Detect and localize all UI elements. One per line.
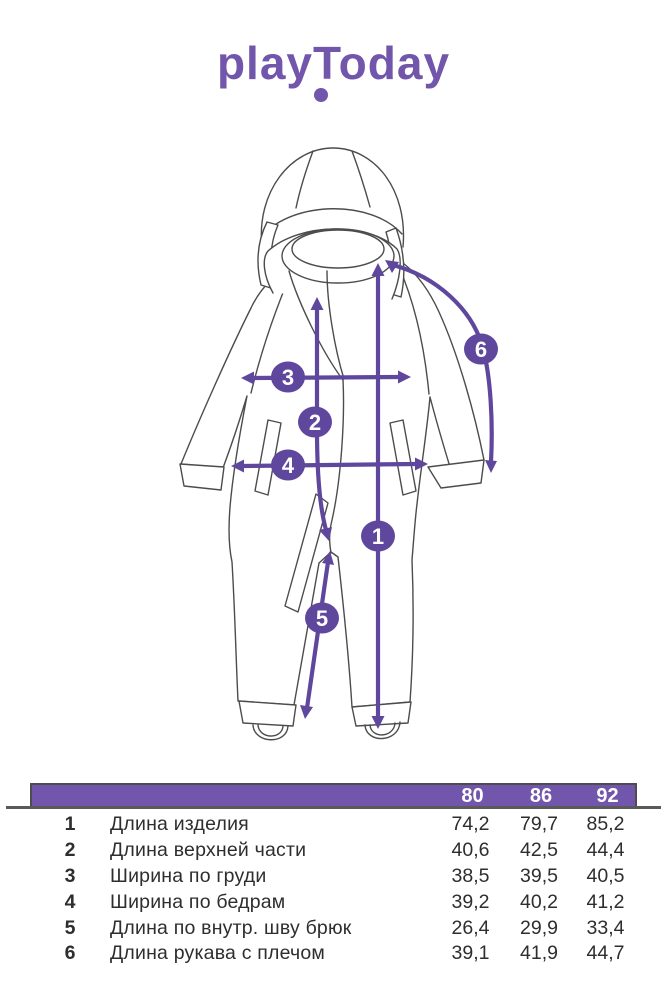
row-number: 2 — [64, 839, 76, 862]
table-row: 4 Ширина по бедрам 39,2 40,2 41,2 — [30, 889, 637, 915]
table-row: 5 Длина по внутр. шву брюк 26,4 29,9 33,… — [30, 915, 637, 941]
row-label: Длина рукава с плечом — [110, 942, 326, 965]
measure-line-4 — [239, 461, 420, 469]
svg-text:1: 1 — [372, 524, 384, 549]
row-value-92: 44,7 — [586, 942, 625, 965]
row-value-92: 40,5 — [586, 864, 625, 887]
measurement-marker-3: 3 — [271, 361, 305, 393]
row-value-92: 85,2 — [586, 813, 625, 836]
size-header-86: 86 — [529, 785, 553, 807]
measurement-annotations: 1 2 3 4 5 6 — [231, 260, 498, 729]
brand-logo-dot — [314, 88, 328, 102]
measurement-marker-5: 5 — [305, 602, 339, 634]
row-value-80: 39,2 — [451, 890, 490, 913]
row-value-92: 33,4 — [586, 916, 625, 939]
row-value-80: 74,2 — [451, 813, 490, 836]
measure-arrowheads — [231, 260, 497, 729]
brand-logo-text: playToday — [216, 37, 451, 89]
svg-text:4: 4 — [282, 453, 295, 478]
row-value-86: 41,9 — [520, 942, 558, 965]
size-table: 80 86 92 1 Длина изделия 74,2 79,7 85,2 … — [6, 783, 661, 967]
row-value-86: 39,5 — [520, 864, 558, 887]
row-label: Ширина по груди — [110, 864, 267, 887]
row-label: Длина верхней части — [110, 839, 307, 862]
row-value-92: 44,4 — [586, 839, 625, 862]
row-value-80: 39,1 — [451, 942, 490, 965]
measurement-marker-4: 4 — [271, 449, 305, 481]
row-value-86: 29,9 — [520, 916, 558, 939]
size-table-header: 80 86 92 — [30, 783, 637, 807]
row-label: Ширина по бедрам — [110, 890, 286, 913]
size-header-80: 80 — [461, 785, 484, 807]
svg-text:2: 2 — [309, 410, 321, 435]
row-value-86: 42,5 — [520, 839, 558, 862]
table-row: 2 Длина верхней части 40,6 42,5 44,4 — [30, 838, 637, 864]
row-label: Длина по внутр. шву брюк — [110, 916, 352, 939]
row-value-92: 41,2 — [586, 890, 625, 913]
table-header-separator — [6, 806, 661, 809]
svg-text:5: 5 — [316, 606, 328, 631]
svg-text:6: 6 — [475, 337, 487, 362]
jumpsuit-outline — [179, 147, 485, 741]
row-number: 1 — [64, 813, 76, 836]
measurement-marker-2: 2 — [298, 406, 332, 438]
row-number: 5 — [64, 916, 76, 939]
row-value-80: 26,4 — [451, 916, 490, 939]
row-value-86: 79,7 — [520, 813, 558, 836]
row-number: 6 — [64, 942, 76, 965]
row-value-80: 38,5 — [451, 864, 490, 887]
measure-line-5 — [304, 559, 331, 711]
measurement-marker-6: 6 — [464, 333, 498, 365]
size-table-rows: 1 Длина изделия 74,2 79,7 85,2 2 Длина в… — [30, 812, 637, 967]
measurement-marker-1: 1 — [361, 520, 395, 552]
table-row: 1 Длина изделия 74,2 79,7 85,2 — [30, 812, 637, 838]
row-number: 4 — [64, 890, 76, 913]
brand-logo: playToday — [0, 40, 667, 86]
row-number: 3 — [64, 864, 76, 887]
row-label: Длина изделия — [110, 813, 249, 836]
size-header-92: 92 — [596, 785, 619, 807]
table-row: 3 Ширина по груди 38,5 39,5 40,5 — [30, 864, 637, 890]
svg-text:3: 3 — [282, 365, 294, 390]
table-row: 6 Длина рукава с плечом 39,1 41,9 44,7 — [30, 941, 637, 967]
row-value-80: 40,6 — [451, 839, 490, 862]
row-value-86: 40,2 — [520, 890, 558, 913]
